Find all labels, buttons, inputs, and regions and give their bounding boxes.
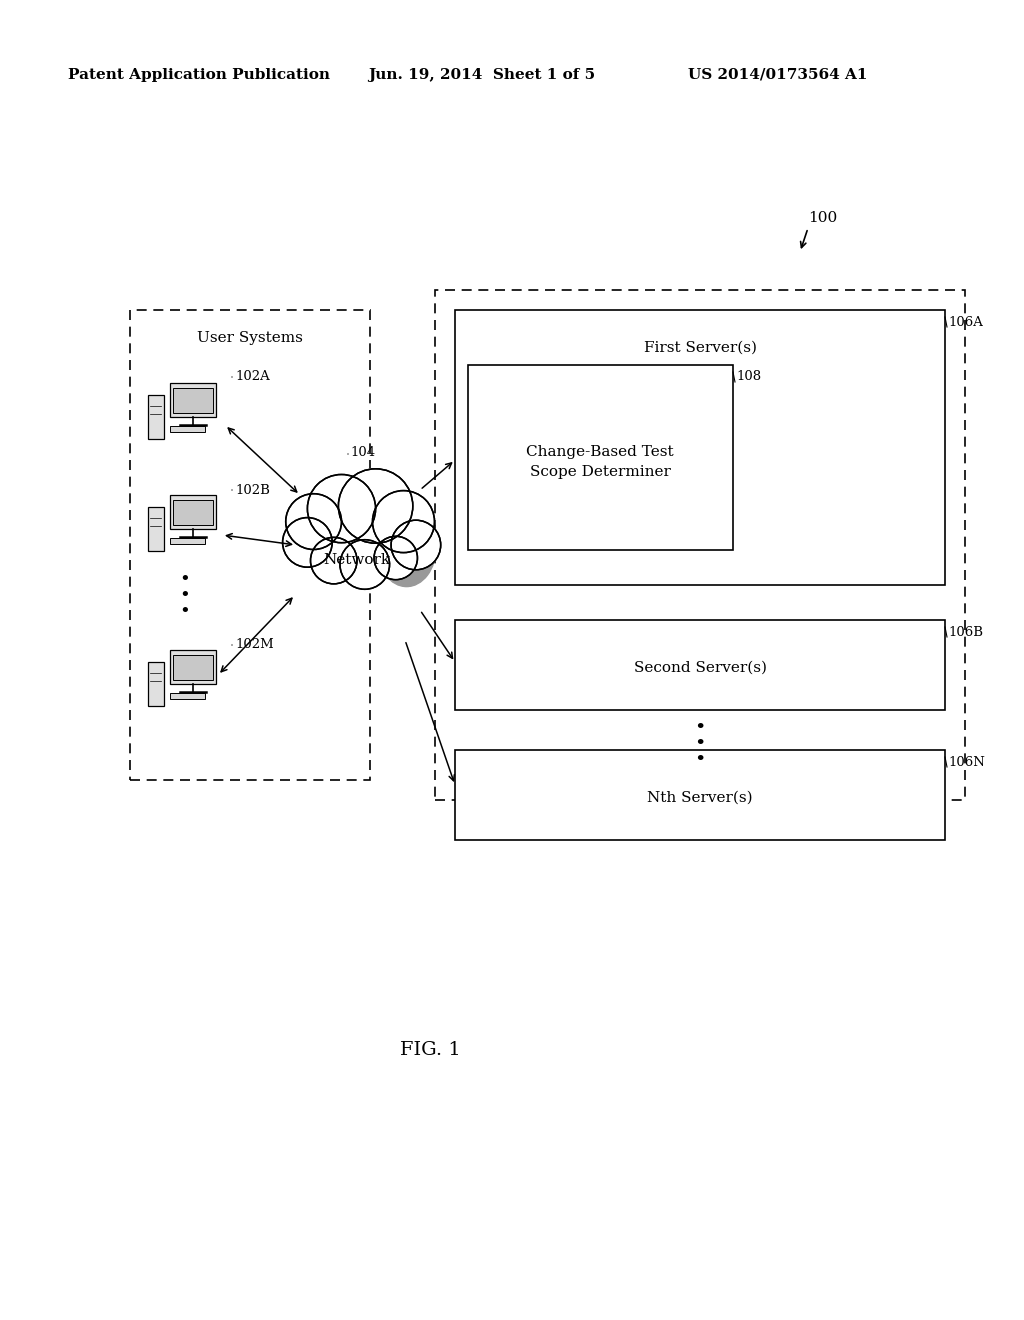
Ellipse shape <box>340 540 389 589</box>
Bar <box>130 310 370 780</box>
Text: Nth Server(s): Nth Server(s) <box>647 791 753 805</box>
Text: 104: 104 <box>350 446 375 459</box>
Text: Second Server(s): Second Server(s) <box>634 661 767 675</box>
Text: Change-Based Test
Scope Determiner: Change-Based Test Scope Determiner <box>526 445 674 479</box>
Bar <box>455 750 945 840</box>
Text: 106B: 106B <box>948 626 983 639</box>
Ellipse shape <box>306 510 408 581</box>
Bar <box>148 507 164 550</box>
Ellipse shape <box>307 474 376 543</box>
Ellipse shape <box>310 537 357 583</box>
Ellipse shape <box>283 517 332 568</box>
Ellipse shape <box>338 469 413 544</box>
Text: 108: 108 <box>736 371 761 384</box>
Ellipse shape <box>374 536 418 579</box>
Text: User Systems: User Systems <box>197 331 303 345</box>
Text: •: • <box>179 603 190 620</box>
Text: 100: 100 <box>808 211 838 224</box>
Bar <box>170 649 216 684</box>
Bar <box>170 495 216 529</box>
Text: 102A: 102A <box>234 371 269 384</box>
Ellipse shape <box>310 537 357 583</box>
Bar <box>173 656 213 680</box>
Text: 106A: 106A <box>948 315 983 329</box>
Ellipse shape <box>391 520 440 570</box>
Ellipse shape <box>340 540 389 589</box>
Ellipse shape <box>373 491 434 553</box>
Ellipse shape <box>306 510 408 581</box>
Ellipse shape <box>286 494 341 549</box>
Ellipse shape <box>377 508 436 586</box>
Text: Jun. 19, 2014  Sheet 1 of 5: Jun. 19, 2014 Sheet 1 of 5 <box>368 69 595 82</box>
Bar <box>435 290 965 800</box>
Text: FIG. 1: FIG. 1 <box>399 1041 461 1059</box>
Ellipse shape <box>373 491 434 553</box>
Ellipse shape <box>391 520 440 570</box>
Bar <box>173 388 213 413</box>
Text: Network: Network <box>324 553 390 568</box>
Bar <box>170 383 216 417</box>
Ellipse shape <box>374 536 418 579</box>
Text: 106N: 106N <box>948 755 985 768</box>
Bar <box>170 537 205 544</box>
Bar <box>455 310 945 585</box>
Text: US 2014/0173564 A1: US 2014/0173564 A1 <box>688 69 867 82</box>
Ellipse shape <box>286 494 341 549</box>
Bar <box>455 620 945 710</box>
Bar <box>148 396 164 438</box>
Bar <box>170 426 205 432</box>
Text: Patent Application Publication: Patent Application Publication <box>68 69 330 82</box>
Bar <box>148 663 164 706</box>
Bar <box>170 693 205 700</box>
Bar <box>468 366 733 550</box>
Text: First Server(s): First Server(s) <box>643 341 757 355</box>
Ellipse shape <box>343 508 402 586</box>
Text: •: • <box>179 572 190 589</box>
Ellipse shape <box>338 469 413 544</box>
Text: 102B: 102B <box>234 483 270 496</box>
Ellipse shape <box>307 474 376 543</box>
Text: •: • <box>694 751 706 770</box>
Bar <box>173 500 213 525</box>
Text: •: • <box>179 587 190 605</box>
Text: •: • <box>694 719 706 737</box>
Text: 102M: 102M <box>234 639 273 652</box>
Ellipse shape <box>283 517 332 568</box>
Text: •: • <box>694 735 706 752</box>
